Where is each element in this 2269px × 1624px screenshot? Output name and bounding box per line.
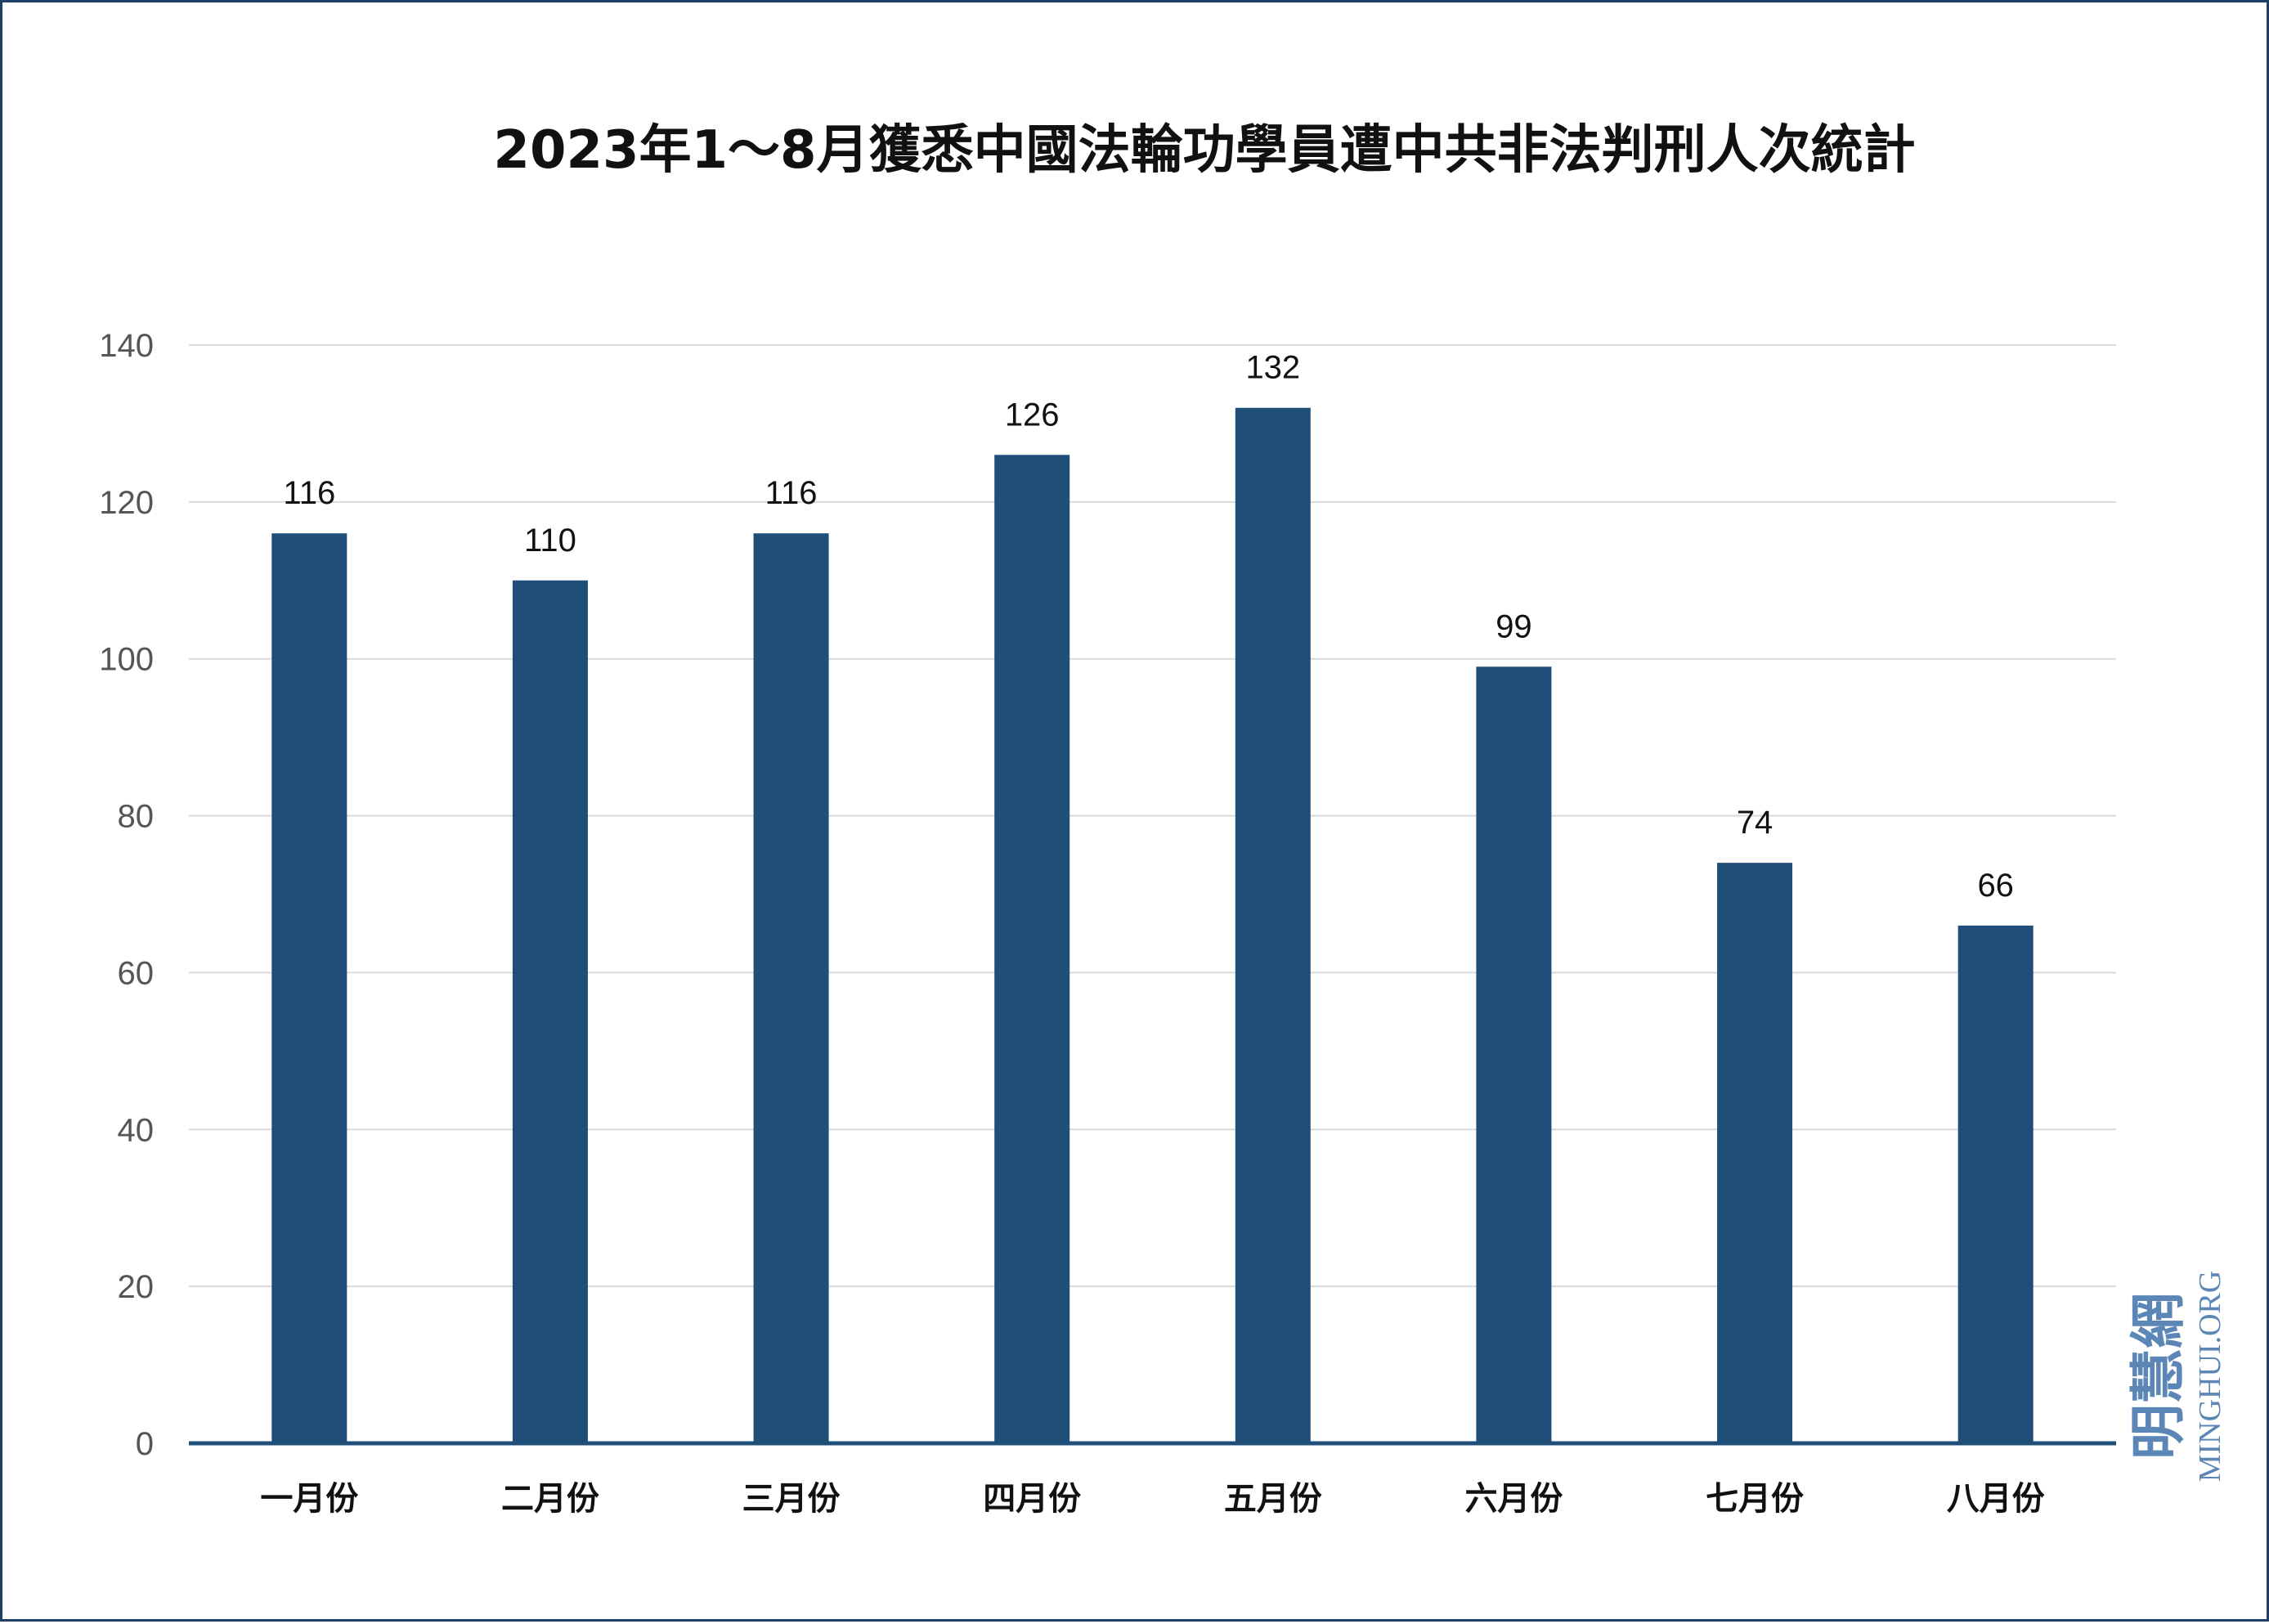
x-tick-label: 三月份 bbox=[742, 1480, 841, 1518]
x-tick-label: 二月份 bbox=[501, 1480, 599, 1518]
data-label: 126 bbox=[1005, 397, 1060, 433]
data-labels: 116 110 116 126 132 99 74 66 bbox=[283, 350, 2014, 904]
data-label: 110 bbox=[524, 523, 576, 559]
bar bbox=[994, 455, 1070, 1443]
y-tick-label: 20 bbox=[118, 1269, 155, 1305]
x-tick-label: 一月份 bbox=[260, 1480, 358, 1518]
x-tick-label: 七月份 bbox=[1706, 1480, 1804, 1518]
watermark-chinese: 明慧網 bbox=[2126, 1293, 2191, 1460]
bar bbox=[1235, 407, 1311, 1443]
data-label: 66 bbox=[1977, 868, 2014, 904]
chart-title: 2023年1～8月獲悉中國法輪功學員遭中共非法判刑人次統計 bbox=[493, 120, 1915, 181]
data-label: 74 bbox=[1737, 805, 1773, 841]
y-tick-label: 120 bbox=[99, 485, 154, 521]
x-tick-label: 六月份 bbox=[1464, 1480, 1563, 1518]
y-tick-label: 60 bbox=[118, 955, 155, 991]
bar bbox=[1476, 666, 1552, 1443]
x-tick-label: 四月份 bbox=[983, 1480, 1081, 1518]
gridlines bbox=[189, 344, 2116, 1288]
y-tick-label: 80 bbox=[118, 799, 155, 835]
y-tick-label: 140 bbox=[99, 328, 154, 364]
y-tick-label: 100 bbox=[99, 642, 154, 678]
data-label: 116 bbox=[283, 475, 335, 511]
bar bbox=[1957, 925, 2034, 1443]
data-label: 116 bbox=[765, 475, 818, 511]
bar bbox=[271, 533, 348, 1444]
data-label: 132 bbox=[1245, 350, 1300, 386]
bar bbox=[1717, 863, 1793, 1443]
y-tick-label: 0 bbox=[136, 1426, 154, 1462]
x-tick-label: 八月份 bbox=[1947, 1480, 2045, 1518]
watermark-english: MINGHUI.ORG bbox=[2193, 1271, 2227, 1483]
bar bbox=[753, 533, 829, 1444]
y-axis: 0 20 40 60 80 100 120 140 bbox=[99, 328, 154, 1462]
x-tick-label: 五月份 bbox=[1224, 1480, 1322, 1518]
bar bbox=[512, 580, 588, 1444]
minghui-watermark: 明慧網 MINGHUI.ORG bbox=[2126, 1271, 2227, 1483]
y-tick-label: 40 bbox=[118, 1112, 155, 1148]
data-label: 99 bbox=[1495, 608, 1532, 644]
bars bbox=[271, 407, 2034, 1444]
x-axis: 一月份 二月份 三月份 四月份 五月份 六月份 七月份 八月份 bbox=[189, 1441, 2116, 1518]
